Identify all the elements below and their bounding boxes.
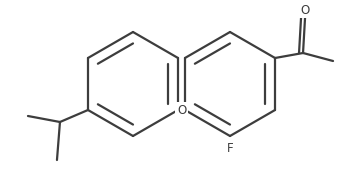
Text: F: F	[227, 142, 233, 155]
Text: O: O	[177, 103, 186, 117]
Text: O: O	[300, 4, 310, 17]
